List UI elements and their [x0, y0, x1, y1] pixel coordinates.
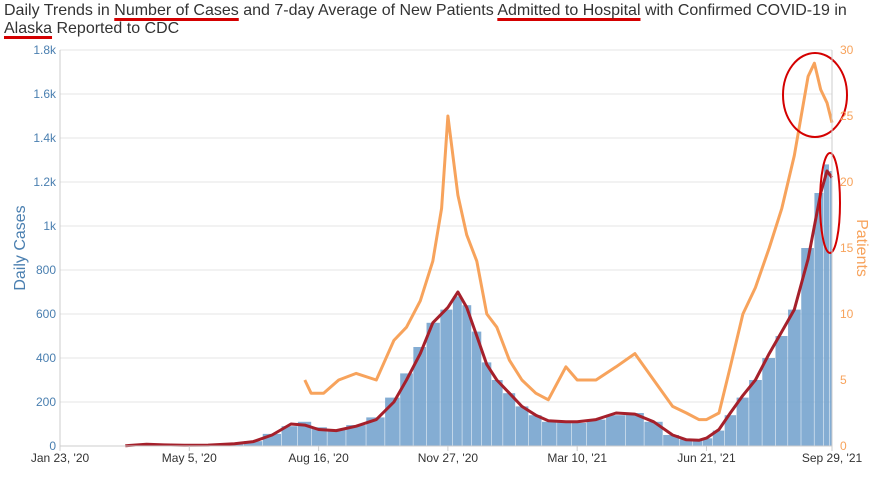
x-tick-label: Aug 16, '20 — [288, 451, 349, 465]
bar — [606, 415, 626, 446]
bar — [814, 193, 824, 446]
bar — [571, 422, 587, 446]
x-tick-label: May 5, '20 — [162, 451, 217, 465]
y-right-tick-label: 0 — [840, 439, 847, 453]
y-left-tick-label: 1.2k — [33, 175, 57, 189]
y-left-tick-label: 0 — [49, 439, 56, 453]
bar — [452, 296, 462, 446]
bar — [491, 380, 503, 446]
bar — [297, 421, 312, 446]
bar — [586, 419, 606, 446]
x-tick-label: Jan 23, '20 — [31, 451, 90, 465]
series-lines — [125, 61, 834, 448]
bar — [775, 336, 788, 446]
bar — [679, 439, 693, 446]
bar — [440, 309, 453, 446]
x-tick-label: Sep 29, '21 — [802, 451, 863, 465]
cases-avg-line — [125, 169, 834, 448]
bar — [503, 393, 516, 446]
y-left-tick-label: 400 — [36, 351, 56, 365]
cases-bars — [122, 164, 832, 446]
bar — [712, 430, 725, 446]
y-left-axis-title: Daily Cases — [12, 205, 29, 290]
title-segment: Daily Trends in — [4, 2, 115, 19]
bar — [702, 438, 713, 446]
bar — [243, 441, 263, 446]
title-segment: Number of Cases — [114, 2, 239, 19]
title-segment: Alaska — [4, 20, 53, 37]
annotation-oval — [782, 52, 848, 138]
y-left-tick-label: 800 — [36, 263, 56, 277]
bar — [471, 331, 482, 446]
axes: 0 200 400 600 800 1k 1.2k 1.4k 1.6k 1.8k 0 5 10 15 20 2… — [12, 43, 870, 465]
bar — [823, 164, 829, 446]
title-segment: and 7-day Average of New Patients — [238, 2, 498, 19]
bar — [346, 425, 366, 446]
y-right-tick-label: 20 — [840, 175, 854, 189]
y-right-axis-title: Patients — [853, 219, 870, 277]
x-tick-label: Nov 27, '20 — [418, 451, 479, 465]
bar — [385, 397, 400, 446]
bar — [281, 426, 298, 446]
x-tick-label: Jun 21, '21 — [677, 451, 736, 465]
bar — [557, 421, 572, 446]
title-segment: Reported to CDC — [52, 20, 180, 37]
title-segment: Admitted to Hospital — [497, 2, 641, 19]
bar — [762, 358, 776, 446]
bar — [749, 380, 762, 446]
bar — [736, 397, 749, 446]
bar — [801, 248, 814, 446]
y-right-tick-label: 15 — [840, 241, 854, 255]
y-left-tick-label: 600 — [36, 307, 56, 321]
bar — [724, 415, 737, 446]
annotation-oval — [819, 152, 841, 254]
bar — [829, 171, 832, 446]
hospital-avg-line — [303, 61, 834, 422]
bar — [644, 421, 663, 446]
bar — [426, 322, 440, 446]
y-right-tick-label: 30 — [840, 43, 854, 57]
y-right-tick-label: 25 — [840, 109, 854, 123]
y-left-tick-label: 1.4k — [33, 131, 57, 145]
y-right-tick-label: 10 — [840, 307, 854, 321]
y-left-tick-label: 1.8k — [33, 43, 57, 57]
bar — [515, 406, 529, 446]
y-left-tick-label: 1k — [43, 219, 57, 233]
bar — [788, 309, 801, 446]
chart-title: Daily Trends in Number of Cases and 7-da… — [4, 2, 864, 38]
y-left-tick-label: 1.6k — [33, 87, 57, 101]
x-tick-label: Mar 10, '21 — [547, 451, 607, 465]
bar — [663, 435, 679, 446]
annotations — [782, 52, 848, 254]
bar — [413, 347, 427, 446]
bar — [481, 362, 492, 446]
bar — [692, 440, 703, 446]
bar — [625, 413, 644, 446]
bar — [400, 373, 413, 446]
bar — [462, 305, 472, 446]
bar — [366, 417, 385, 446]
title-segment: with Confirmed COVID-19 in — [640, 2, 847, 19]
bar — [327, 429, 346, 446]
y-right-tick-label: 5 — [840, 373, 847, 387]
bar — [542, 421, 557, 446]
bar — [528, 415, 542, 446]
bar — [311, 427, 327, 446]
y-left-tick-label: 200 — [36, 395, 56, 409]
